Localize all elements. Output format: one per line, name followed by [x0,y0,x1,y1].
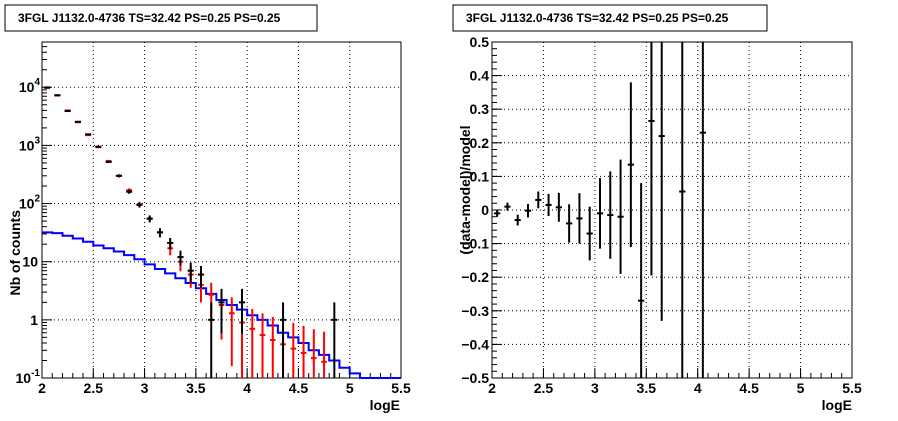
y-tick-label: −0.1 [461,236,489,252]
x-tick-label: 2 [38,380,46,396]
x-tick-label: 2.5 [84,380,104,396]
plot-frame [41,41,402,379]
x-tick-label: 4.5 [289,380,309,396]
y-tick-label: 104 [19,77,41,95]
background-histogram [42,231,401,379]
y-tick-label: −0.4 [461,336,489,352]
x-tick-label: 5.5 [842,380,862,396]
y-tick-label: 1 [30,312,38,328]
x-axis-label: logE [822,397,852,413]
y-tick-label: −0.5 [461,370,489,386]
x-tick-label: 5.5 [391,380,411,396]
x-tick-label: 2.5 [534,380,554,396]
plot-frame [491,41,853,379]
y-axis-label: (data-model)/model [457,125,473,254]
x-tick-label: 5 [346,380,354,396]
chart-title: 3FGL J1132.0-4736 TS=32.42 PS=0.25 PS=0.… [466,11,729,25]
y-tick-label: 10 [22,254,38,270]
y-tick-label: 10-1 [16,368,41,386]
residual-panel: 3FGL J1132.0-4736 TS=32.42 PS=0.25 PS=0.… [452,4,862,413]
x-tick-label: 4 [243,380,251,396]
title-box [4,4,318,32]
x-tick-label: 3 [141,380,149,396]
x-tick-label: 5 [797,380,805,396]
y-tick-label: 0 [481,202,489,218]
counts-panel: 3FGL J1132.0-4736 TS=32.42 PS=0.25 PS=0.… [4,4,411,413]
x-tick-label: 4.5 [739,380,759,396]
y-tick-label: 0.1 [470,168,490,184]
y-tick-label: 0.5 [470,34,490,50]
chart-title: 3FGL J1132.0-4736 TS=32.42 PS=0.25 PS=0.… [18,11,281,25]
y-tick-label: −0.3 [461,303,489,319]
y-tick-label: 0.4 [470,68,490,84]
title-box [452,4,768,32]
y-tick-label: −0.2 [461,269,489,285]
y-tick-label: 0.3 [470,101,490,117]
x-tick-label: 3.5 [637,380,657,396]
y-tick-label: 103 [19,135,41,153]
x-axis-label: logE [370,397,400,413]
x-tick-label: 2 [488,380,496,396]
x-tick-label: 3 [591,380,599,396]
x-tick-label: 3.5 [186,380,206,396]
y-axis-label: Nb of counts [7,210,23,296]
y-tick-label: 0.2 [470,135,490,151]
y-tick-label: 102 [19,194,41,212]
x-tick-label: 4 [694,380,702,396]
